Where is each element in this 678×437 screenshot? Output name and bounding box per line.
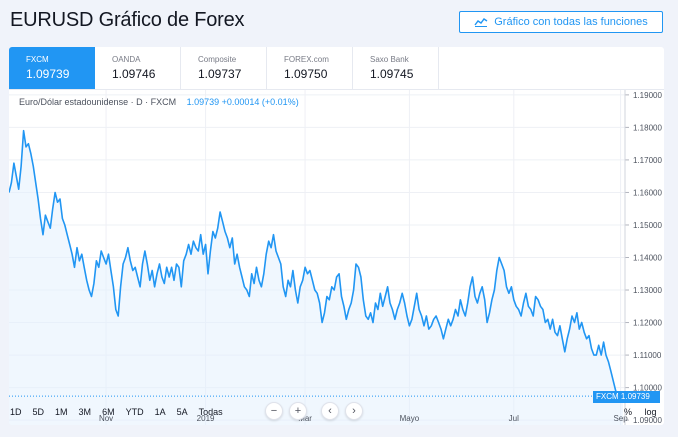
y-tick-label: 1.09000 bbox=[633, 416, 662, 425]
x-tick-label: Sep bbox=[613, 414, 628, 423]
percent-scale-toggle[interactable]: % bbox=[624, 407, 633, 417]
scale-options: % log bbox=[624, 407, 667, 417]
tab-name: FXCM bbox=[26, 55, 49, 64]
log-scale-toggle[interactable]: log bbox=[644, 407, 657, 417]
price-line bbox=[9, 129, 624, 399]
tab-name: Saxo Bank bbox=[370, 55, 409, 64]
price-area bbox=[9, 130, 623, 425]
price-chart[interactable]: 1.19000 1.18000 1.17000 1.16000 1.15000 1.140… bbox=[9, 90, 664, 425]
tab-oanda[interactable]: OANDA 1.09746 bbox=[95, 47, 181, 89]
tab-price: 1.09750 bbox=[284, 67, 328, 81]
price-badge-symbol: FXCM bbox=[596, 392, 619, 401]
y-tick-label: 1.18000 bbox=[633, 123, 662, 132]
y-tick-label: 1.12000 bbox=[633, 319, 662, 328]
scroll-right-button[interactable]: › bbox=[345, 402, 363, 420]
x-tick-label: Mar bbox=[298, 414, 312, 423]
legend-values: 1.09739 +0.00014 (+0.01%) bbox=[186, 97, 299, 107]
y-tick-label: 1.10000 bbox=[633, 384, 662, 393]
timeframe-selector: 1D 5D 1M 3M 6M YTD 1A 5A Todas bbox=[10, 407, 234, 417]
tab-price: 1.09739 bbox=[26, 67, 70, 81]
tab-saxo-bank[interactable]: Saxo Bank 1.09745 bbox=[353, 47, 439, 89]
symbol-description: Euro/Dólar estadounidense · D · FXCM bbox=[19, 97, 177, 107]
tab-price: 1.09746 bbox=[112, 67, 156, 81]
timeframe-1d[interactable]: 1D bbox=[10, 407, 22, 417]
timeframe-5d[interactable]: 5D bbox=[32, 407, 45, 417]
y-tick-label: 1.11000 bbox=[633, 351, 662, 360]
tab-name: Composite bbox=[198, 55, 237, 64]
zoom-out-button[interactable]: − bbox=[265, 402, 283, 420]
y-tick-label: 1.16000 bbox=[633, 188, 662, 197]
zoom-in-button[interactable]: + bbox=[289, 402, 307, 420]
y-tick-label: 1.17000 bbox=[633, 156, 662, 165]
y-tick-label: 1.19000 bbox=[633, 91, 662, 100]
x-tick-label: 2019 bbox=[197, 414, 215, 423]
tab-price: 1.09737 bbox=[198, 67, 242, 81]
timeframe-1m[interactable]: 1M bbox=[55, 407, 68, 417]
last-price-badge: FXCM 1.09739 bbox=[593, 391, 660, 403]
full-chart-button[interactable]: Gráfico con todas las funciones bbox=[459, 11, 663, 33]
timeframe-6m[interactable]: 6M bbox=[102, 407, 115, 417]
broker-tabs: FXCM 1.09739 OANDA 1.09746 Composite 1.0… bbox=[9, 47, 439, 89]
line-chart-icon bbox=[474, 17, 488, 27]
x-tick-label: Mayo bbox=[400, 414, 420, 423]
tabs-divider bbox=[9, 89, 664, 90]
chart-card: FXCM 1.09739 OANDA 1.09746 Composite 1.0… bbox=[9, 47, 664, 425]
scroll-left-button[interactable]: ‹ bbox=[321, 402, 339, 420]
tab-name: FOREX.com bbox=[284, 55, 329, 64]
timeframe-all[interactable]: Todas bbox=[198, 407, 223, 417]
y-tick-label: 1.13000 bbox=[633, 286, 662, 295]
y-tick-label: 1.15000 bbox=[633, 221, 662, 230]
tab-name: OANDA bbox=[112, 55, 141, 64]
timeframe-1y[interactable]: 1A bbox=[154, 407, 166, 417]
timeframe-3m[interactable]: 3M bbox=[78, 407, 92, 417]
tab-price: 1.09745 bbox=[370, 67, 414, 81]
x-tick-label: Nov bbox=[99, 414, 113, 423]
x-tick-label: Jul bbox=[509, 414, 519, 423]
timeframe-ytd[interactable]: YTD bbox=[125, 407, 144, 417]
page-title: EURUSD Gráfico de Forex bbox=[10, 9, 245, 31]
tab-forex-com[interactable]: FOREX.com 1.09750 bbox=[267, 47, 353, 89]
chart-legend: Euro/Dólar estadounidense · D · FXCM 1.0… bbox=[19, 97, 299, 107]
timeframe-5y[interactable]: 5A bbox=[176, 407, 188, 417]
full-chart-button-label: Gráfico con todas las funciones bbox=[494, 16, 648, 28]
tab-fxcm[interactable]: FXCM 1.09739 bbox=[9, 47, 95, 89]
y-tick-label: 1.14000 bbox=[633, 254, 662, 263]
tab-composite[interactable]: Composite 1.09737 bbox=[181, 47, 267, 89]
price-badge-value: 1.09739 bbox=[620, 392, 650, 401]
chart-canvas[interactable]: 1.19000 1.18000 1.17000 1.16000 1.15000 1.140… bbox=[9, 90, 664, 425]
